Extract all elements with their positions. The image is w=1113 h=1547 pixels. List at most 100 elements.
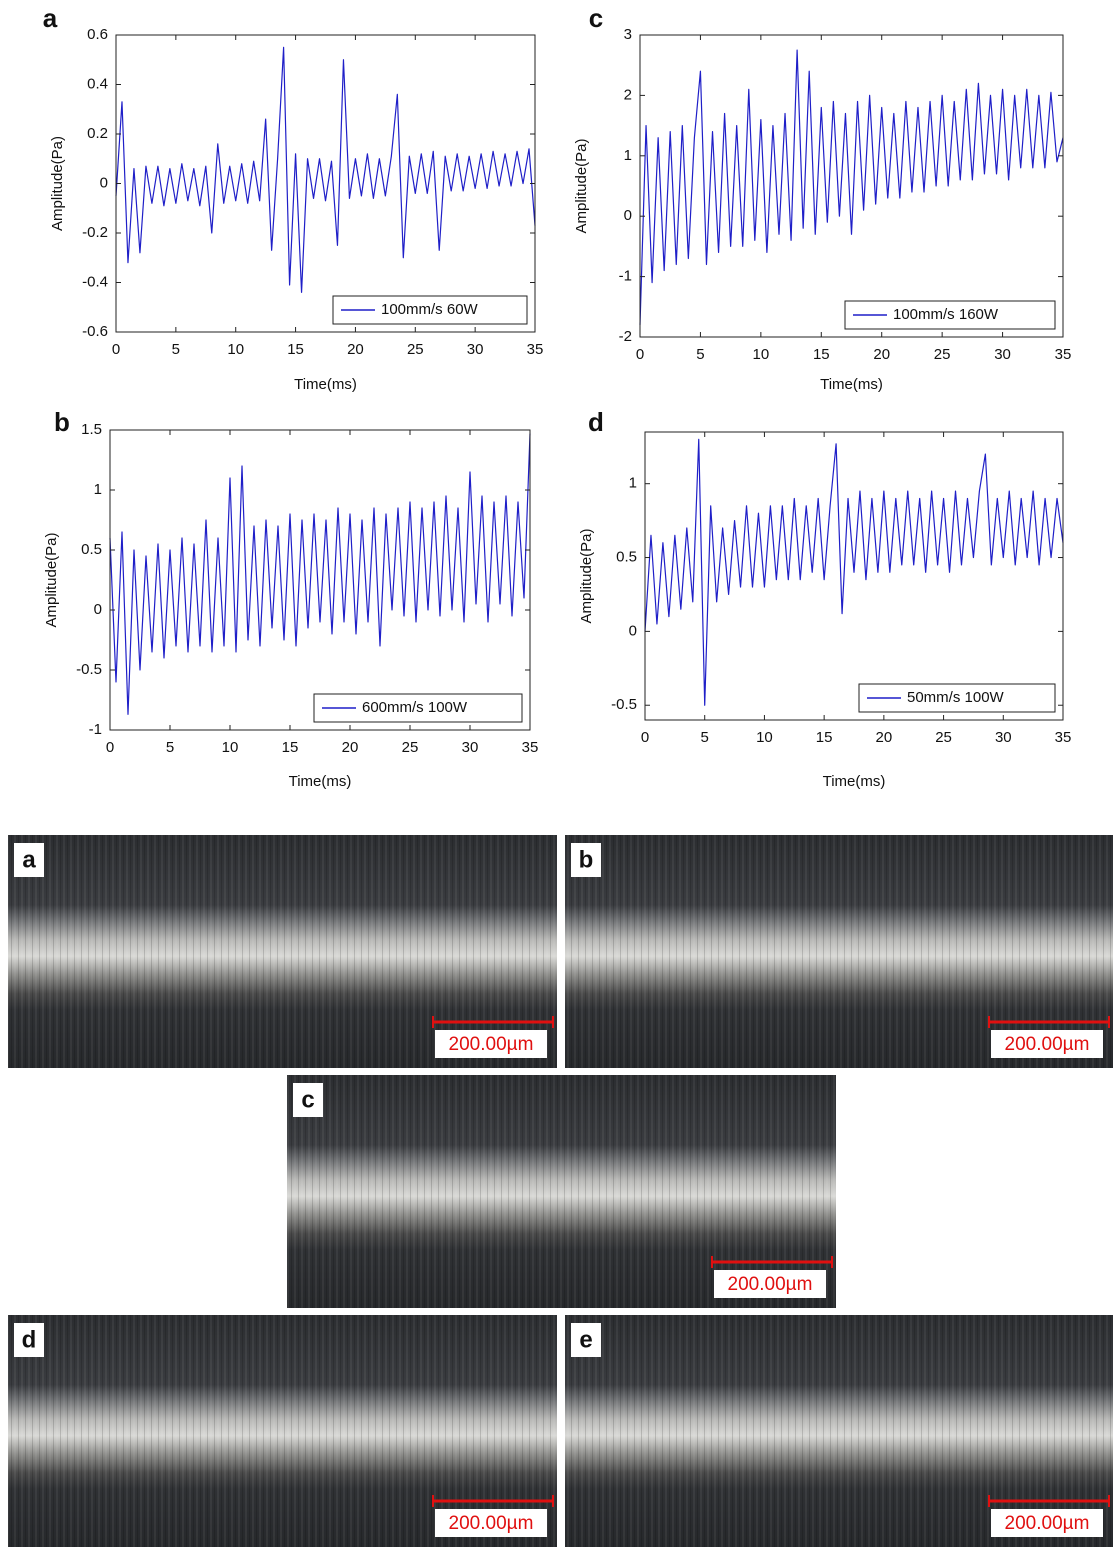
y-tick-label: 2 — [624, 86, 632, 103]
x-tick-label: 25 — [935, 729, 952, 746]
chart-panel: d0 5 10 15 20 25 30 35-0.500.51Time(ms)Amplitud… — [578, 407, 1071, 790]
x-axis-label: Time(ms) — [823, 773, 886, 790]
y-tick-label: -0.5 — [76, 661, 102, 678]
micrograph-texture — [287, 1075, 836, 1308]
axes-box — [109, 429, 531, 731]
panel-label: c — [589, 3, 603, 33]
scale-bar-label: 200.00µm — [1005, 1513, 1090, 1534]
scale-text-box — [435, 1030, 547, 1058]
signal-line — [644, 438, 1064, 706]
y-tick-label: 0 — [100, 174, 108, 191]
micrograph-texture — [565, 1315, 1113, 1547]
micrograph: e 200.00µm — [565, 1315, 1113, 1547]
micrograph: a 200.00µm — [8, 835, 557, 1068]
label-box — [14, 843, 44, 877]
legend-label: 50mm/s 100W — [907, 689, 1005, 706]
x-tick-label: 0 — [641, 729, 649, 746]
y-tick-label: -0.5 — [611, 696, 637, 713]
micrograph-texture — [8, 835, 557, 1068]
y-tick-label: 0.2 — [87, 125, 108, 142]
x-tick-label: 10 — [227, 341, 244, 358]
micrograph-label: c — [301, 1086, 314, 1113]
legend-label: 600mm/s 100W — [362, 699, 468, 716]
x-tick-label: 15 — [813, 346, 830, 363]
label-box — [14, 1323, 44, 1357]
legend-label: 100mm/s 60W — [381, 301, 479, 318]
x-tick-label: 30 — [995, 729, 1012, 746]
y-tick-label: -0.2 — [82, 224, 108, 241]
micrograph-label: d — [22, 1326, 37, 1353]
plot-area — [645, 432, 1063, 720]
y-tick-label: -2 — [619, 328, 632, 345]
scale-bar-label: 200.00µm — [449, 1034, 534, 1055]
chart-panel: b 0 5 10 15 20 25 30 35 -1 -0.5 0 0.5 1 1.5 Time(ms) Amp… — [43, 407, 538, 790]
chart-panel: a 0 5 10 15 20 25 30 35 -0.6 -0.4 -0.2 0 0.2 0.4 0.6 Tim… — [43, 3, 544, 393]
axes-box — [639, 34, 1064, 338]
scale-text-box — [991, 1030, 1103, 1058]
x-tick-label: 25 — [934, 346, 951, 363]
x-tick-label: 0 — [636, 346, 644, 363]
x-tick-label: 20 — [876, 729, 893, 746]
y-tick-label: 0 — [94, 601, 102, 618]
micrograph-texture — [565, 835, 1113, 1068]
micrograph-label: b — [579, 846, 594, 873]
y-tick-label: 1 — [624, 147, 632, 164]
y-axis-label: Amplitude(Pa) — [578, 528, 595, 623]
y-axis-label: Amplitude(Pa) — [573, 138, 590, 233]
x-tick-label: 15 — [287, 341, 304, 358]
x-tick-label: 5 — [696, 346, 704, 363]
x-tick-label: 35 — [527, 341, 544, 358]
panel-label: b — [54, 407, 70, 437]
x-tick-label: 15 — [816, 729, 833, 746]
chart-panel: c 0 5 10 15 20 25 30 35 -2 -1 0 1 2 3 Time(ms) Amplitude… — [573, 3, 1071, 393]
x-tick-label: 10 — [753, 346, 770, 363]
y-tick-label: -0.6 — [82, 323, 108, 340]
x-tick-label: 35 — [522, 739, 539, 756]
x-axis-label: Time(ms) — [289, 773, 352, 790]
x-tick-label: 5 — [166, 739, 174, 756]
y-tick-label: -1 — [619, 268, 632, 285]
x-tick-label: 0 — [106, 739, 114, 756]
x-tick-label: 20 — [342, 739, 359, 756]
x-tick-label: 5 — [701, 729, 709, 746]
x-tick-label: 5 — [172, 341, 180, 358]
micrograph: d 200.00µm — [8, 1315, 557, 1547]
label-box — [571, 843, 601, 877]
x-tick-label: 20 — [873, 346, 890, 363]
y-tick-label: 0.4 — [87, 75, 108, 92]
panel-label: a — [43, 3, 58, 33]
y-tick-label: 0 — [624, 207, 632, 224]
legend-box — [332, 295, 528, 325]
legend-label: 100mm/s 160W — [893, 306, 999, 323]
signal-line — [639, 49, 1064, 325]
x-tick-label: 20 — [347, 341, 364, 358]
plot-area — [116, 35, 535, 332]
micrograph: c 200.00µm — [287, 1075, 836, 1308]
x-tick-label: 10 — [756, 729, 773, 746]
x-tick-label: 30 — [462, 739, 479, 756]
scale-bar-label: 200.00µm — [728, 1274, 813, 1295]
y-tick-label: 1.5 — [81, 421, 102, 438]
x-tick-label: 0 — [112, 341, 120, 358]
scale-bar-label: 200.00µm — [1005, 1034, 1090, 1055]
signal-line — [109, 433, 531, 715]
y-tick-label: 0.6 — [87, 26, 108, 43]
micrograph: b 200.00µm — [565, 835, 1113, 1068]
x-tick-label: 35 — [1055, 346, 1072, 363]
x-axis-label: Time(ms) — [820, 376, 883, 393]
scale-text-box — [435, 1509, 547, 1537]
y-axis-label: Amplitude(Pa) — [43, 532, 60, 627]
micrograph-texture — [8, 1315, 557, 1547]
x-tick-label: 30 — [994, 346, 1011, 363]
x-axis-label: Time(ms) — [294, 376, 357, 393]
scale-text-box — [714, 1270, 826, 1298]
y-tick-label: -0.4 — [82, 273, 108, 290]
y-tick-label: 1 — [94, 481, 102, 498]
y-tick-label: 3 — [624, 26, 632, 43]
y-tick-label: 0.5 — [81, 541, 102, 558]
label-box — [293, 1083, 323, 1117]
x-tick-label: 10 — [222, 739, 239, 756]
y-tick-label: 0.5 — [616, 549, 637, 566]
y-tick-label: -1 — [89, 721, 102, 738]
